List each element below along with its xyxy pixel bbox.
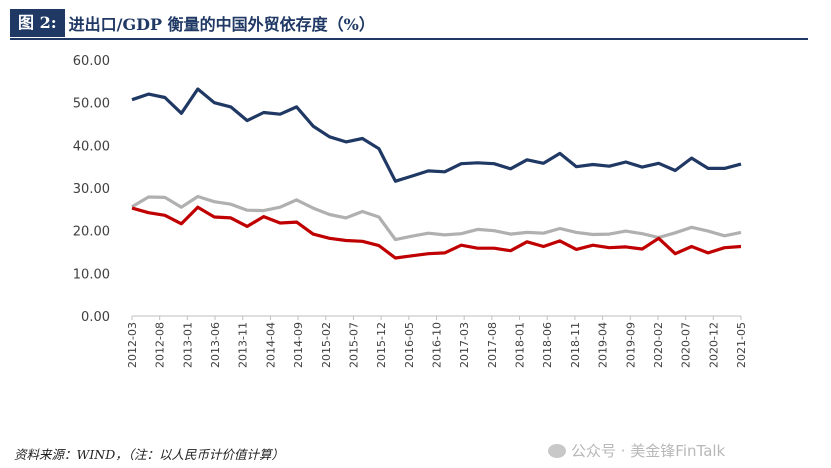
y-tick-label: 60.00 (73, 54, 110, 69)
y-tick-label: 40.00 (73, 139, 110, 154)
x-tick-label: 2020-02 (652, 322, 665, 368)
x-tick-label: 2012-03 (126, 322, 139, 368)
wechat-icon (548, 443, 566, 458)
x-axis: 2012-03 2012-08 2013-01 2013-06 2013-11 2014-… (126, 315, 748, 368)
x-tick-label: 2015-07 (347, 322, 360, 368)
series-line-2 (131, 205, 742, 260)
x-tick-label: 2014-09 (292, 322, 305, 368)
x-tick-label: 2016-05 (403, 322, 416, 368)
y-axis: 0.00 10.00 20.00 30.00 40.00 50.00 60.00 (73, 54, 110, 325)
x-tick-label: 2015-02 (320, 322, 333, 368)
x-tick-label: 2014-04 (264, 322, 277, 368)
series-line-1 (131, 194, 742, 242)
x-tick-label: 2019-04 (597, 322, 610, 368)
x-tick-label: 2018-11 (569, 322, 582, 368)
watermark: 公众号 · 美金锋FinTalk (548, 440, 725, 461)
x-tick-label: 2017-08 (486, 322, 499, 368)
y-tick-label: 10.00 (73, 267, 110, 282)
y-tick-label: 50.00 (73, 97, 110, 112)
x-tick-label: 2017-03 (458, 322, 471, 368)
x-tick-label: 2012-08 (154, 322, 167, 368)
series-layer (131, 87, 742, 260)
x-tick-label: 2019-09 (624, 322, 637, 368)
figure-header: 图 2: 进出口/GDP 衡量的中国外贸依存度（%） (10, 8, 808, 40)
y-tick-label: 0.00 (81, 310, 110, 325)
x-tick-label: 2018-06 (541, 322, 554, 368)
x-tick-label: 2013-01 (181, 322, 194, 368)
series-line-0 (131, 87, 742, 183)
y-tick-label: 30.00 (73, 182, 110, 197)
x-tick-label: 2016-10 (431, 322, 444, 368)
x-tick-label: 2015-12 (375, 322, 388, 368)
source-note: 资料来源：WIND，（注：以人民币计价值计算） (14, 447, 284, 462)
x-tick-label: 2021-05 (735, 322, 748, 368)
x-tick-label: 2020-12 (707, 322, 720, 368)
x-tick-label: 2013-06 (209, 322, 222, 368)
watermark-text: 公众号 · 美金锋FinTalk (571, 442, 726, 460)
y-tick-label: 20.00 (73, 225, 110, 240)
figure-label: 图 2: (10, 9, 65, 37)
figure-title: 进出口/GDP 衡量的中国外贸依存度（%） (68, 15, 375, 34)
x-tick-label: 2013-11 (237, 322, 250, 368)
x-tick-label: 2020-07 (680, 322, 693, 368)
x-tick-label: 2018-01 (514, 322, 527, 368)
line-chart: 0.00 10.00 20.00 30.00 40.00 50.00 60.00 2012-… (73, 54, 748, 368)
